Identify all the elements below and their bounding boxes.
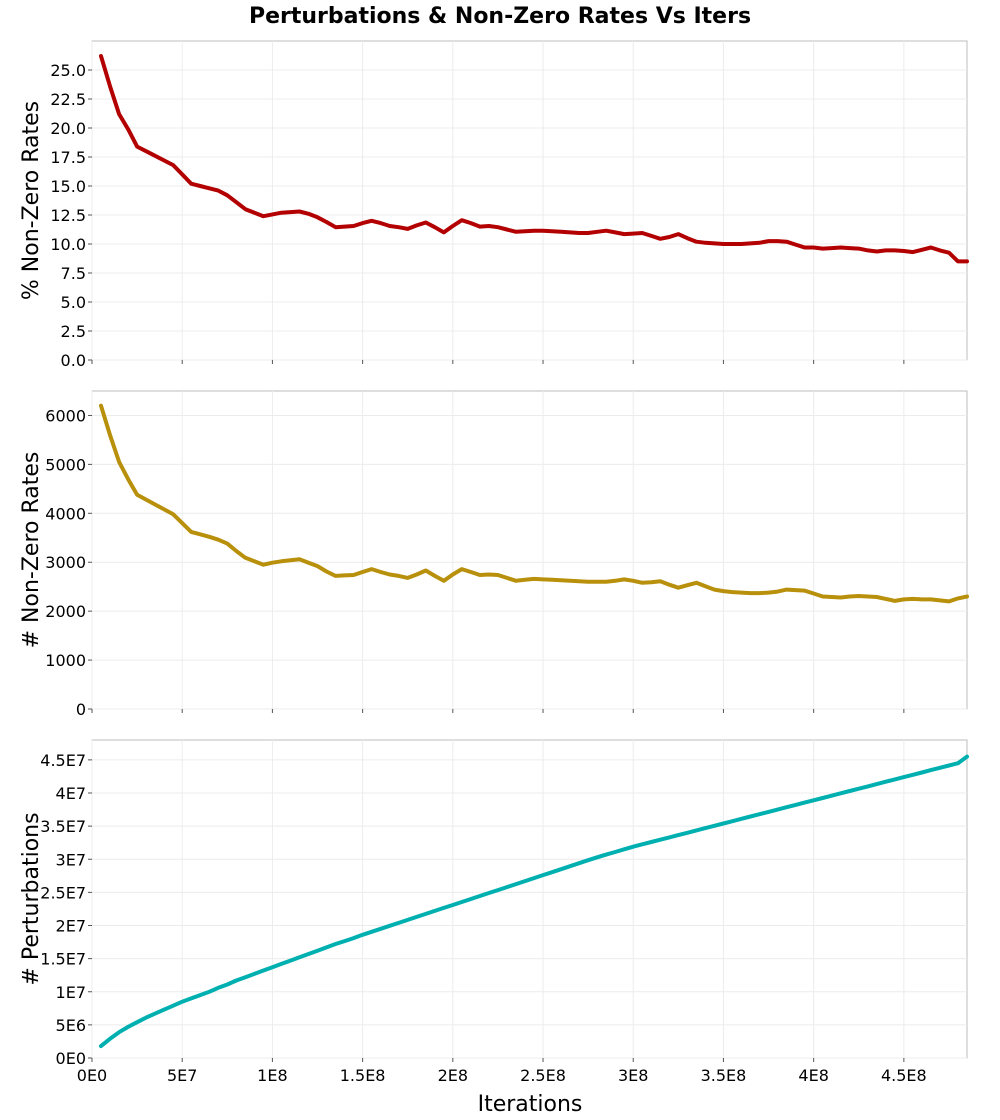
y-tick-label: 0 [76, 700, 86, 719]
y-tick-label: 3000 [45, 553, 86, 572]
x-tick-label: 4E8 [798, 1066, 828, 1085]
y-tick-label: 2.5 [61, 322, 86, 341]
x-tick-label: 2E8 [438, 1066, 468, 1085]
x-axis-label: Iterations [478, 1092, 583, 1117]
x-tick-label: 2.5E8 [520, 1066, 566, 1085]
y-axis-label: # Non-Zero Rates [19, 452, 44, 649]
y-tick-label: 2.5E7 [40, 883, 86, 902]
y-tick-label: 6000 [45, 406, 86, 425]
panel-frame [91, 739, 968, 1059]
y-tick-label: 12.5 [50, 206, 86, 225]
y-tick-label: 3.5E7 [40, 817, 86, 836]
y-tick-label: 25.0 [50, 61, 86, 80]
y-axis-label: % Non-Zero Rates [19, 101, 44, 300]
y-tick-label: 15.0 [50, 177, 86, 196]
y-tick-label: 5E6 [56, 1016, 86, 1035]
series-line [99, 54, 969, 264]
y-tick-label: 1.5E7 [40, 950, 86, 969]
x-tick-label: 3E8 [618, 1066, 648, 1085]
x-tick-label: 5E7 [167, 1066, 197, 1085]
x-tick-label: 3.5E8 [701, 1066, 747, 1085]
y-tick-label: 5.0 [61, 293, 86, 312]
chart-panels: 0.0 2.5 5.0 7.5 10.0 12.5 15.0 17.5 20.0 22.5 25.0… [19, 40, 969, 1085]
y-tick-label: 10.0 [50, 235, 86, 254]
y-tick-label: 3E7 [56, 850, 86, 869]
y-tick-label: 4.5E7 [40, 751, 86, 770]
x-tick-label: 0E0 [77, 1066, 107, 1085]
y-tick-label: 2000 [45, 602, 86, 621]
y-tick-label: 4000 [45, 504, 86, 523]
y-tick-label: 17.5 [50, 148, 86, 167]
panel-frame [91, 390, 968, 710]
y-tick-label: 1000 [45, 651, 86, 670]
x-tick-label: 1.5E8 [340, 1066, 386, 1085]
panel-3: 0E0 5E6 1E7 1.5E7 2E7 2.5E7 3E7 3.5E7 4E7 4.5E7 0E… [19, 739, 969, 1085]
y-tick-label: 2E7 [56, 917, 86, 936]
y-axis-label: # Perturbations [19, 812, 44, 985]
y-tick-label: 5000 [45, 455, 86, 474]
series-line [99, 754, 969, 1049]
x-tick-label: 4.5E8 [881, 1066, 927, 1085]
panel-2: 0 1000 2000 3000 4000 5000 6000 # Non-Zero Rate… [19, 390, 969, 719]
y-tick-label: 20.0 [50, 119, 86, 138]
panel-frame [91, 40, 968, 361]
y-tick-label: 4E7 [56, 784, 86, 803]
x-tick-label: 1E8 [257, 1066, 287, 1085]
y-tick-label: 0.0 [61, 351, 86, 370]
panel-1: 0.0 2.5 5.0 7.5 10.0 12.5 15.0 17.5 20.0 22.5 25.0… [19, 40, 969, 370]
y-tick-label: 0E0 [56, 1049, 86, 1068]
series-line [99, 403, 969, 604]
y-tick-label: 22.5 [50, 90, 86, 109]
y-tick-label: 1E7 [56, 983, 86, 1002]
y-tick-label: 7.5 [61, 264, 86, 283]
chart-title: Perturbations & Non-Zero Rates Vs Iters [249, 4, 751, 29]
